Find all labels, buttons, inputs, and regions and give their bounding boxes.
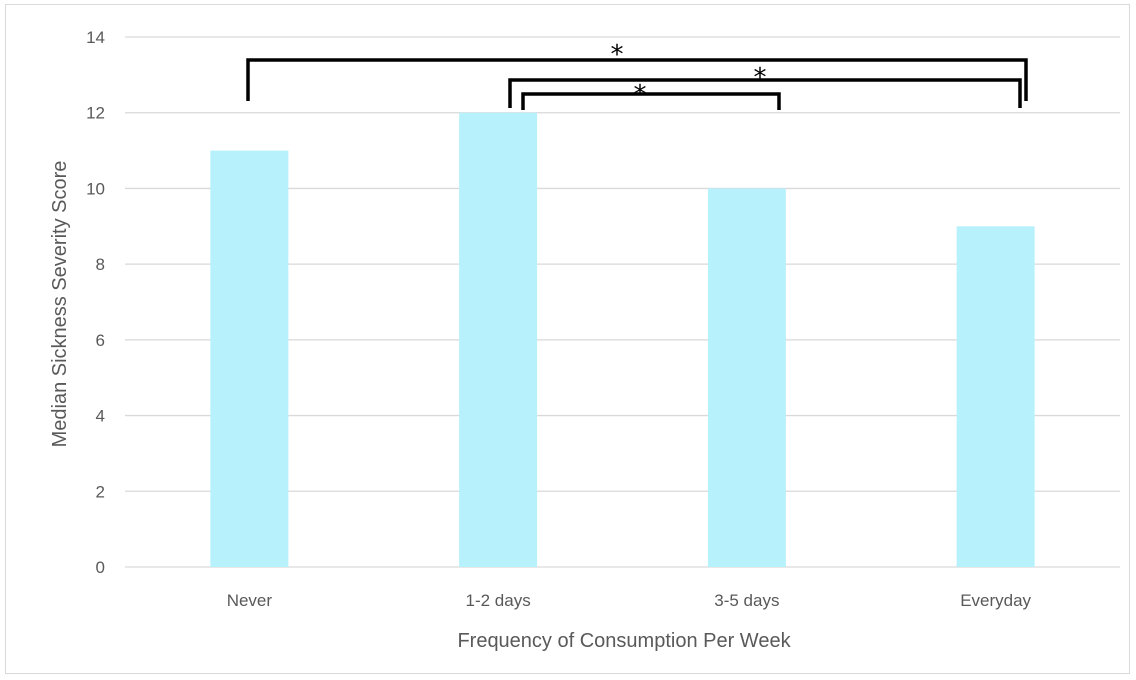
chart-frame <box>5 4 1130 674</box>
y-tick-label: 2 <box>96 482 105 501</box>
significance-brackets: * * * <box>246 40 1028 110</box>
bar-3-5-days <box>707 188 786 567</box>
x-tick-labels: Never 1-2 days 3-5 days Everyday <box>227 591 1032 610</box>
y-tick-label: 0 <box>96 558 105 577</box>
bar-1-2-days <box>459 112 538 567</box>
x-tick-label: 1-2 days <box>466 591 531 610</box>
significance-bracket <box>246 58 1028 101</box>
significance-bracket <box>521 92 781 110</box>
y-tick-label: 10 <box>86 179 105 198</box>
x-tick-label: 3-5 days <box>714 591 779 610</box>
y-axis-title: Median Sickness Severity Score <box>49 161 71 448</box>
x-tick-label: Never <box>227 591 273 610</box>
bars <box>210 112 1035 568</box>
y-tick-label: 12 <box>86 104 105 123</box>
significance-star: * <box>754 63 767 93</box>
gridlines <box>125 36 1120 568</box>
y-tick-label: 6 <box>96 331 105 350</box>
significance-star: * <box>611 40 624 70</box>
significance-bracket <box>508 78 1022 108</box>
significance-star: * <box>634 80 647 110</box>
bar-everyday <box>956 226 1035 568</box>
y-tick-label: 8 <box>96 255 105 274</box>
y-tick-labels: 0 2 4 6 8 10 12 14 <box>86 28 105 577</box>
y-tick-label: 14 <box>86 28 105 47</box>
bar-never <box>210 150 289 568</box>
x-axis-title: Frequency of Consumption Per Week <box>457 630 791 652</box>
y-tick-label: 4 <box>96 407 105 426</box>
x-tick-label: Everyday <box>960 591 1031 610</box>
